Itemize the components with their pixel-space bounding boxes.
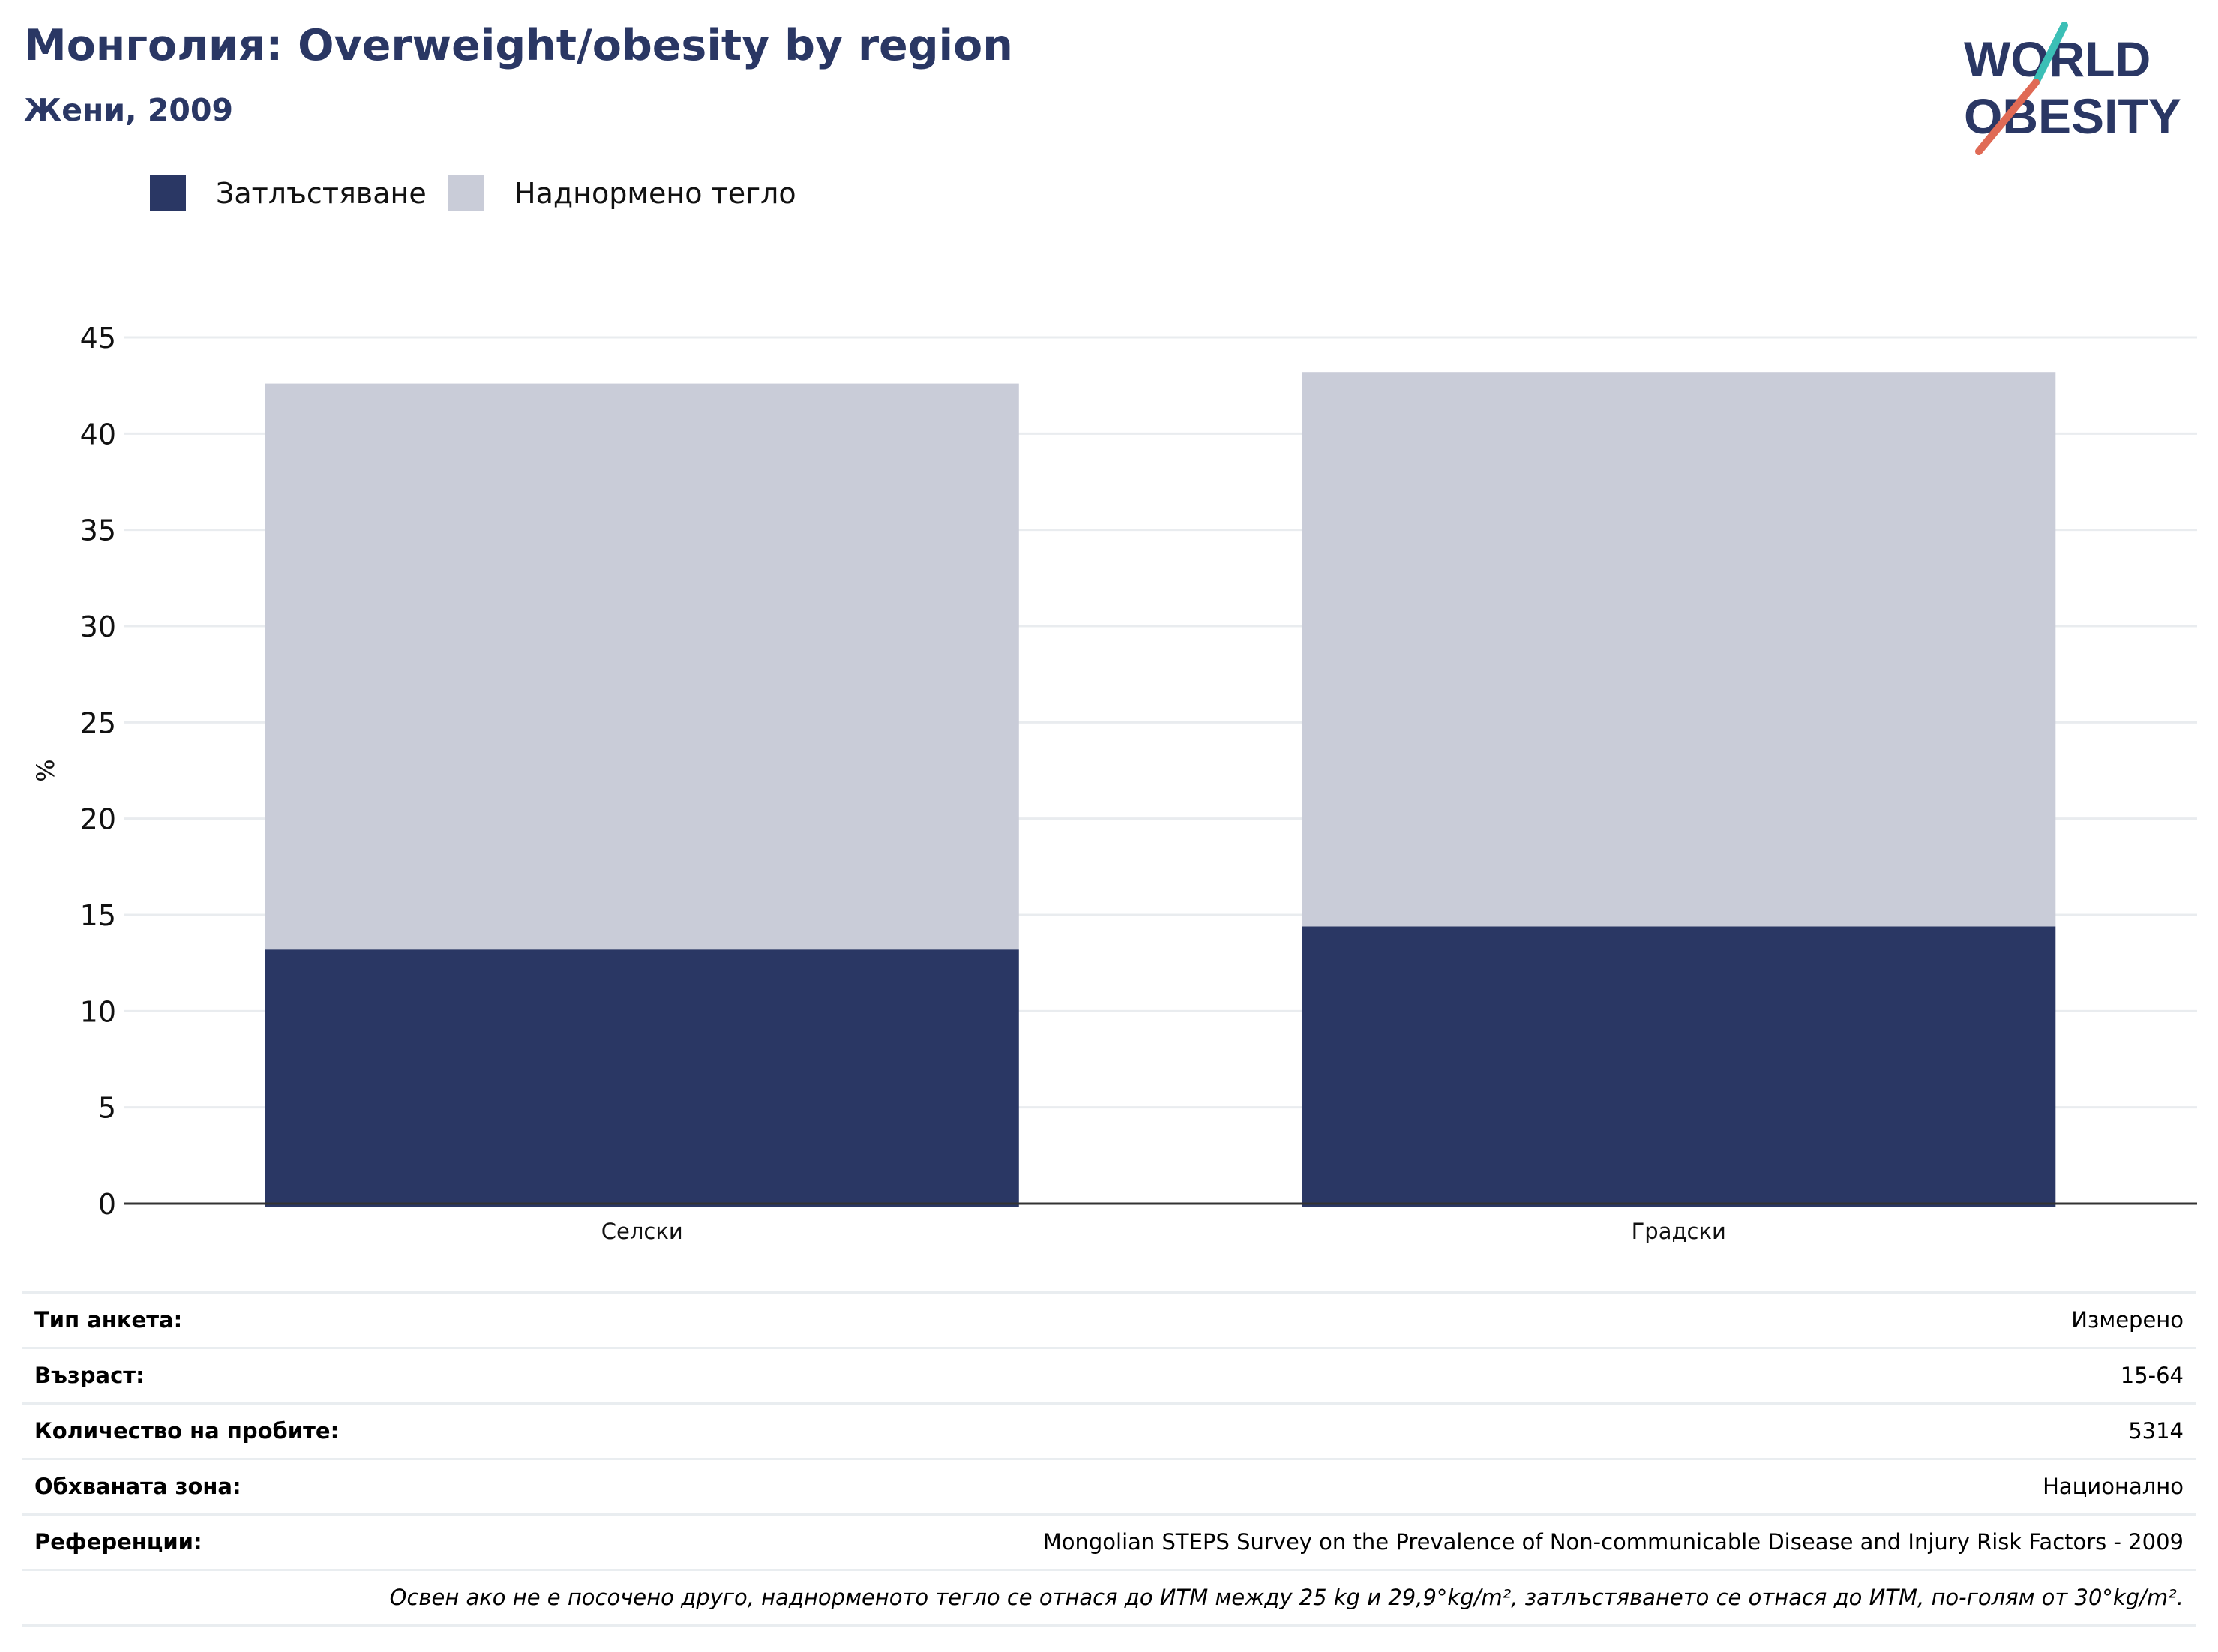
y-tick-label: 15 [80,899,116,932]
logo-slash-teal [2032,22,2068,86]
world-obesity-logo: WORLD OBESITY [1964,22,2181,155]
legend-swatch-obesity [150,175,186,211]
y-tick-label: 35 [80,514,116,547]
y-tick-label: 25 [80,706,116,739]
info-key: Тип анкета: [34,1307,183,1333]
info-key: Възраст: [34,1363,145,1388]
info-row-age: Възраст: 15-64 [22,1347,2196,1402]
y-tick-label: 10 [80,995,116,1028]
x-tick-label: Селски [601,1219,683,1244]
info-value: Измерено [2071,1307,2184,1333]
info-key: Количество на пробите: [34,1418,340,1444]
x-tick-label: Градски [1632,1219,1726,1244]
info-key: Обхваната зона: [34,1474,241,1499]
bar-segment [265,949,1019,1207]
bar-segment [1302,926,2056,1207]
info-row-sample-size: Количество на пробите: 5314 [22,1402,2196,1458]
info-key: Референции: [34,1529,202,1555]
y-tick-label: 0 [98,1188,116,1221]
survey-info-table: Тип анкета: Измерено Възраст: 15-64 Коли… [22,1291,2196,1627]
y-tick-label: 45 [80,322,116,355]
logo-slash-coral [1975,79,2040,155]
y-axis-label: % [31,759,60,781]
info-value: Mongolian STEPS Survey on the Prevalence… [1042,1529,2184,1555]
chart-title: Монголия: Overweight/obesity by region [24,21,1013,70]
y-tick-label: 40 [80,418,116,451]
stacked-bar-chart: 0 5 10 15 20 25 30 35 40 45% Селски Градски [31,322,2197,1244]
info-value: 15-64 [2120,1363,2184,1388]
definition-note-text: Освен ако не е посочено друго, наднормен… [389,1585,2184,1610]
bar-segment [265,383,1019,950]
y-tick-label: 5 [98,1092,116,1125]
definition-note: Освен ако не е посочено друго, наднормен… [22,1569,2196,1627]
chart-subtitle: Жени, 2009 [24,92,234,128]
info-row-coverage: Обхваната зона: Национално [22,1458,2196,1513]
info-row-survey-type: Тип анкета: Измерено [22,1291,2196,1347]
logo-word-obesity: OBESITY [1964,88,2181,144]
legend-swatch-overweight [448,175,484,211]
info-value: 5314 [2128,1418,2184,1444]
bar-segment [1302,372,2056,927]
info-row-references: Референции: Mongolian STEPS Survey on th… [22,1513,2196,1569]
y-tick-label: 30 [80,610,116,643]
info-value: Национално [2043,1474,2184,1499]
legend-label-obesity: Затлъстяване [216,177,427,210]
legend-label-overweight: Наднормено тегло [514,177,796,210]
y-tick-label: 20 [80,803,116,836]
